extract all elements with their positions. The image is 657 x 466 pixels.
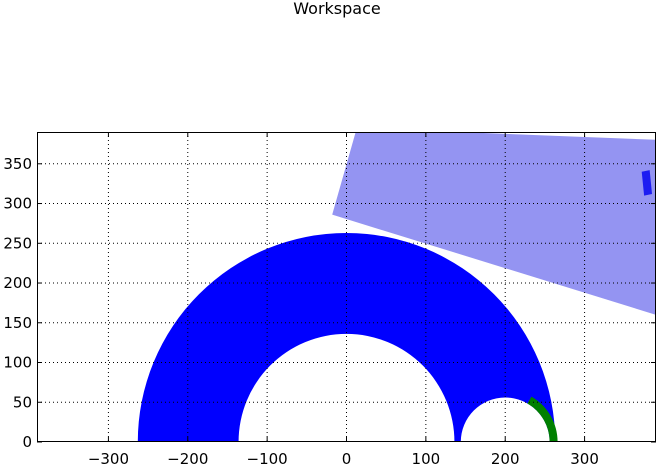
- x-tick-label: 0: [342, 450, 352, 466]
- y-tick-label: 350: [3, 155, 32, 173]
- chart-title: Workspace: [293, 0, 380, 18]
- plot-area: [37, 132, 656, 442]
- small-blue-marker: [641, 170, 653, 196]
- y-tick-label: 150: [3, 314, 32, 332]
- workspace-shapes: [137, 132, 656, 442]
- blue-half-annulus: [137, 233, 556, 442]
- y-tick-label: 100: [3, 354, 32, 372]
- x-tick-label: 100: [412, 450, 441, 466]
- y-tick-label: 200: [3, 274, 32, 292]
- x-tick-label: 300: [570, 450, 599, 466]
- y-tick-label: 250: [3, 234, 32, 252]
- green-arc-band: [527, 396, 558, 442]
- x-tick-label: −300: [88, 450, 129, 466]
- y-tick-label: 300: [3, 195, 32, 213]
- white-circle: [460, 397, 550, 442]
- y-tick-label: 50: [13, 393, 32, 411]
- x-tick-label: −200: [167, 450, 208, 466]
- y-tick-label: 0: [22, 433, 32, 451]
- axis-ticks: −300 −200 −100 0 100 200 300 0 50 100 150 200 250 300…: [3, 132, 656, 466]
- x-tick-label: −100: [247, 450, 288, 466]
- x-tick-label: 200: [491, 450, 520, 466]
- light-rectangle: [332, 132, 656, 315]
